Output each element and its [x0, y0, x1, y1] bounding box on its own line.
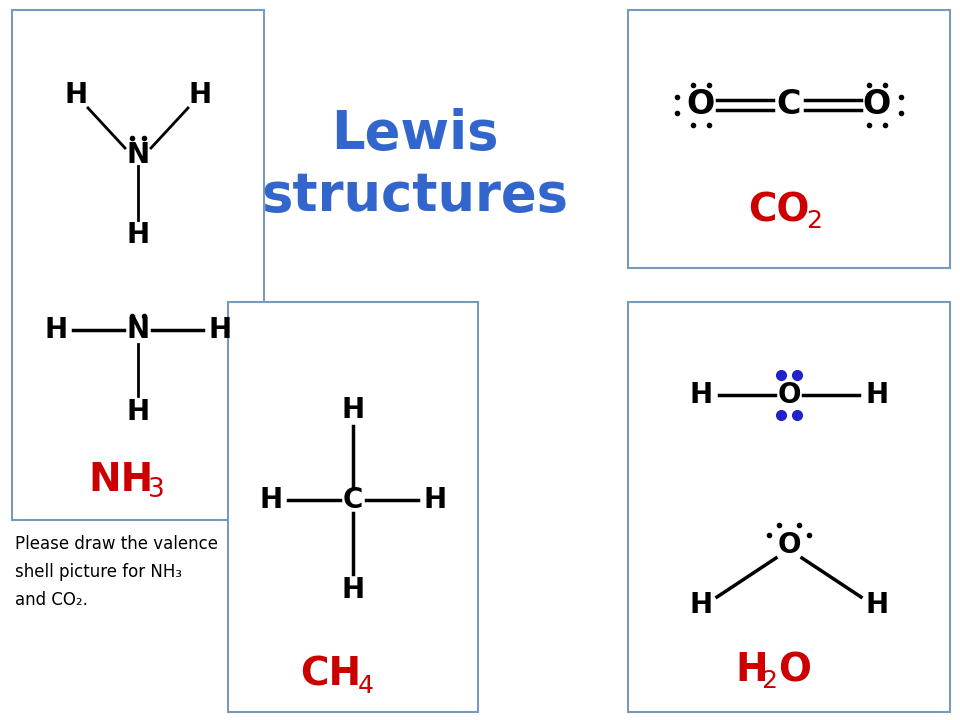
Text: 2: 2: [806, 209, 822, 233]
Text: H: H: [865, 381, 889, 409]
Text: N: N: [127, 316, 150, 344]
Text: H: H: [423, 486, 446, 514]
Text: H: H: [64, 81, 87, 109]
Text: N: N: [127, 141, 150, 169]
Text: H: H: [127, 398, 150, 426]
Text: C: C: [343, 486, 363, 514]
Text: NH: NH: [88, 461, 154, 499]
Text: H: H: [127, 221, 150, 249]
FancyBboxPatch shape: [628, 302, 950, 712]
Text: Please draw the valence
shell picture for NH₃
and CO₂.: Please draw the valence shell picture fo…: [15, 535, 218, 608]
FancyBboxPatch shape: [12, 10, 264, 520]
Text: H: H: [188, 81, 211, 109]
Text: Lewis
structures: Lewis structures: [261, 108, 568, 222]
Text: 3: 3: [148, 477, 165, 503]
Text: 2: 2: [761, 669, 777, 693]
Text: H: H: [689, 381, 712, 409]
Text: H: H: [259, 486, 282, 514]
Text: H: H: [208, 316, 231, 344]
Text: CH: CH: [300, 656, 361, 694]
Text: O: O: [686, 89, 715, 122]
Text: O: O: [778, 381, 801, 409]
FancyBboxPatch shape: [628, 10, 950, 268]
Text: CO: CO: [748, 191, 809, 229]
FancyBboxPatch shape: [228, 302, 478, 712]
Text: H: H: [342, 576, 365, 604]
Text: O: O: [778, 531, 801, 559]
Text: 4: 4: [358, 674, 374, 698]
Text: O: O: [863, 89, 891, 122]
Text: H: H: [342, 396, 365, 424]
Text: H: H: [44, 316, 67, 344]
Text: H: H: [689, 591, 712, 619]
Text: C: C: [777, 89, 802, 122]
Text: H: H: [735, 651, 768, 689]
Text: O: O: [778, 651, 811, 689]
Text: H: H: [865, 591, 889, 619]
